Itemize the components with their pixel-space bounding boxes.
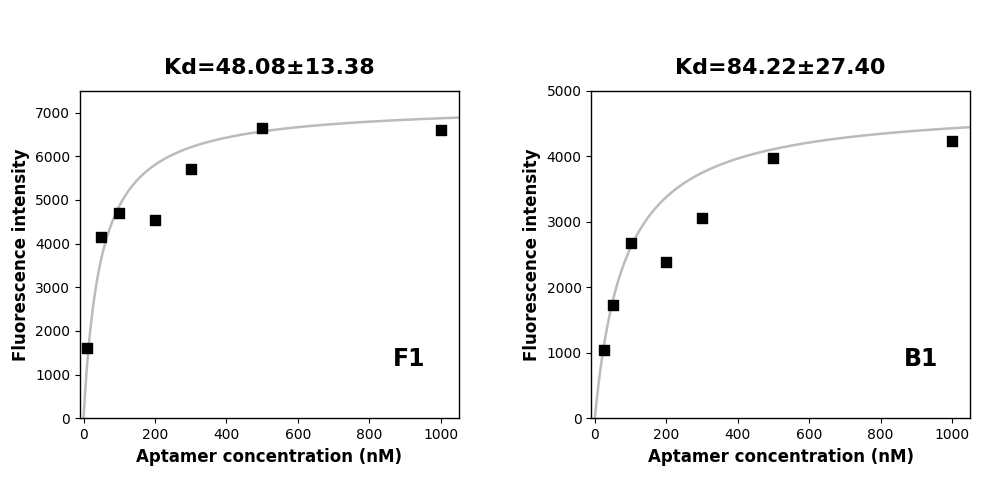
- Point: [183, 165, 199, 173]
- Point: [93, 233, 109, 241]
- Title: Kd=84.22±27.40: Kd=84.22±27.40: [675, 58, 886, 78]
- Title: Kd=48.08±13.38: Kd=48.08±13.38: [164, 58, 375, 78]
- Point: [694, 215, 710, 223]
- Y-axis label: Fluorescence intensity: Fluorescence intensity: [523, 148, 541, 361]
- Point: [254, 124, 270, 132]
- Point: [433, 126, 449, 134]
- Point: [79, 344, 95, 352]
- Point: [596, 346, 612, 354]
- Point: [623, 239, 639, 247]
- Point: [658, 259, 674, 267]
- Point: [765, 154, 781, 162]
- Point: [944, 137, 960, 145]
- X-axis label: Aptamer concentration (nM): Aptamer concentration (nM): [136, 448, 402, 466]
- Y-axis label: Fluorescence intensity: Fluorescence intensity: [12, 148, 30, 361]
- Point: [605, 301, 621, 309]
- Point: [147, 216, 163, 224]
- Text: F1: F1: [393, 347, 426, 371]
- Point: [111, 209, 127, 217]
- Text: B1: B1: [904, 347, 938, 371]
- X-axis label: Aptamer concentration (nM): Aptamer concentration (nM): [648, 448, 914, 466]
